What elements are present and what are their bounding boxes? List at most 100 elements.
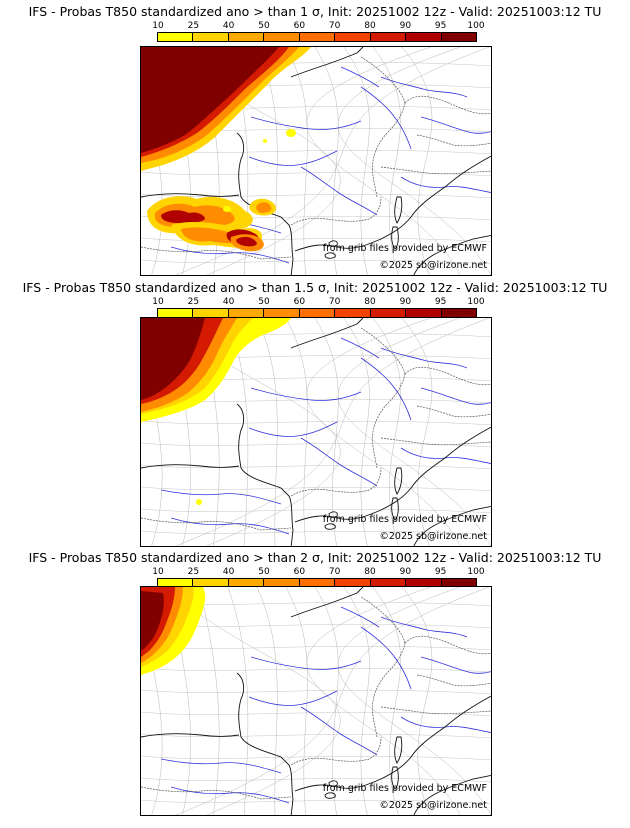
admin-border [141,508,491,514]
coastline [236,132,294,275]
admin-border [141,486,491,492]
scale-swatch [193,309,229,317]
admin-border [372,587,401,815]
admin-border [337,318,491,546]
scale-swatch [406,579,442,587]
river [400,447,491,464]
river [300,437,378,487]
admin-border [175,587,490,815]
scale-tick-label: 50 [258,567,270,577]
map-graphic [141,318,491,546]
coastline [394,467,403,495]
admin-border [141,645,491,651]
scale-tick-label: 25 [187,567,200,577]
coastline [294,695,491,792]
admin-border [401,318,433,546]
scale-tick-label: 50 [258,21,270,31]
source-credit: from grib files provided by ECMWF [322,514,487,525]
scale-tick-label: 100 [467,21,485,31]
scale-swatch [158,33,194,41]
country-border [290,196,382,226]
color-scale: 10 25 40 50 60 70 80 90 95 100 [152,297,485,319]
coastline [413,234,491,275]
scale-tick-label: 60 [293,567,306,577]
scale-tick-label: 25 [187,297,200,307]
scale-swatch [228,33,265,41]
scale-swatch [370,33,407,41]
river [160,489,282,505]
scale-tick-label: 70 [328,567,341,577]
scale-tick-label: 80 [364,297,376,307]
country-border [141,246,292,260]
river [300,706,378,756]
probability-shading [141,47,311,252]
admin-border [401,47,433,275]
river [380,347,468,369]
scale-swatch [370,579,407,587]
admin-border [306,587,461,815]
admin-border [372,318,401,546]
admin-border [141,777,491,783]
river [248,421,338,437]
river [250,387,362,401]
admin-border [141,259,491,265]
map-graphic [141,47,491,275]
admin-border [343,587,370,815]
admin-border [306,47,461,275]
scale-swatch [335,579,371,587]
coastline [324,523,336,530]
probability-map: from grib files provided by ECMWF ©2025 … [140,586,492,816]
admin-border [285,47,308,275]
river [340,337,380,359]
scale-swatch [264,33,300,41]
scale-bar [157,32,477,42]
scale-swatch [264,309,300,317]
admin-border [141,755,491,761]
country-border [360,56,406,104]
scale-swatch [158,579,194,587]
river [250,656,362,670]
country-border [380,437,491,446]
panel-title: IFS - Probas T850 standardized ano > tha… [22,280,608,295]
country-border [372,642,406,738]
admin-border [256,587,278,815]
map-graphic [141,587,491,815]
map-panel-3: IFS - Probas T850 standardized ano > tha… [0,546,630,822]
country-border [141,517,292,531]
admin-border [285,318,308,546]
river [380,616,468,638]
admin-border [314,587,339,815]
scale-tick-label: 90 [399,567,412,577]
scale-swatch [193,579,229,587]
scale-tick-label: 80 [364,21,376,31]
scale-tick-label: 40 [222,567,235,577]
scale-tick-label: 90 [399,21,412,31]
river [360,86,412,150]
probability-map: from grib files provided by ECMWF ©2025 … [140,317,492,547]
scale-tick-label: 10 [152,567,164,577]
river [400,176,491,193]
coastline [413,774,491,815]
country-border [380,166,491,175]
admin-border [401,587,433,815]
scale-tick-label: 100 [467,567,485,577]
coastline [290,318,364,349]
probability-map: from grib files provided by ECMWF ©2025 … [140,46,492,276]
admin-border [227,587,249,815]
admin-border [337,587,491,815]
scale-swatch [228,579,265,587]
scale-swatch [228,309,265,317]
coastline [394,736,403,764]
country-border [404,366,491,386]
scale-swatch [406,33,442,41]
scale-swatch [193,33,229,41]
scale-tick-label: 40 [222,297,235,307]
river [420,116,491,134]
scale-swatch [441,33,476,41]
country-border [416,674,491,687]
river [360,357,412,421]
scale-swatch [299,579,336,587]
scale-tick-label: 70 [328,21,341,31]
admin-border [314,318,339,546]
river [340,606,380,628]
